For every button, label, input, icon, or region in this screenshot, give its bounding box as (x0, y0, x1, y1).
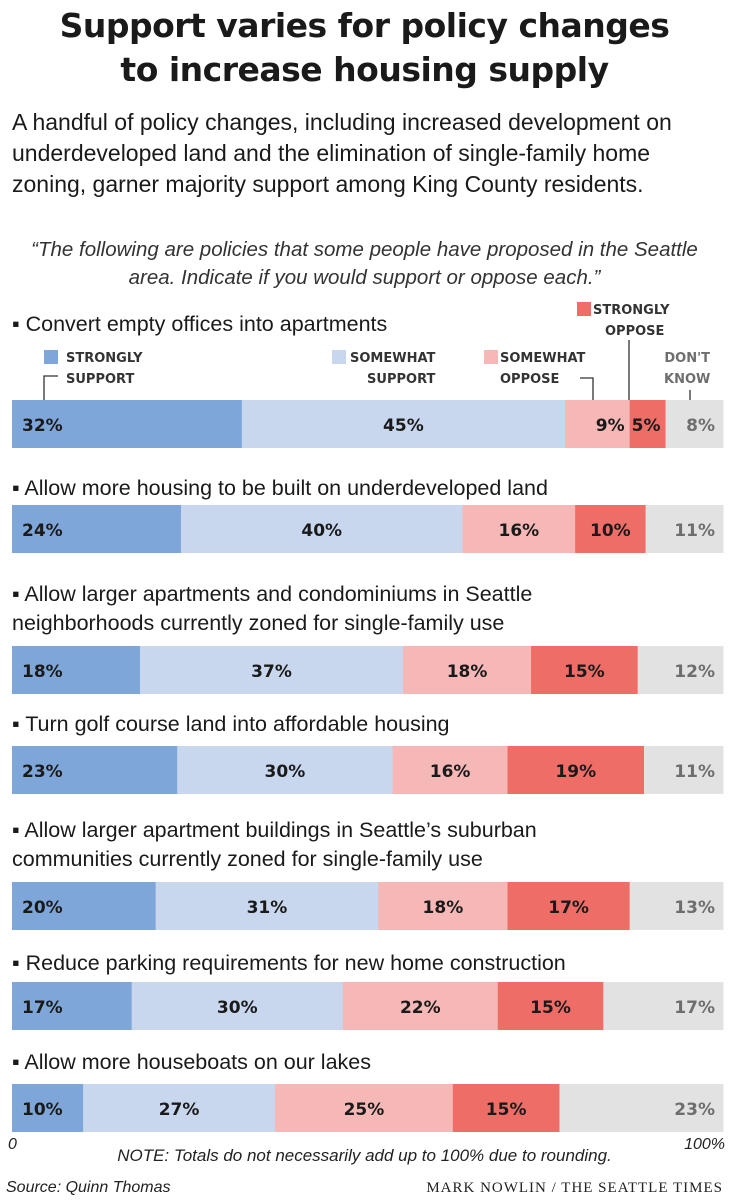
data-label-somewhat-oppose: 9% (596, 416, 625, 436)
survey-question: “The following are policies that some pe… (31, 238, 698, 289)
x-axis-max-label: 100% (684, 1136, 725, 1153)
data-label-somewhat-oppose: 22% (400, 998, 441, 1018)
bar-somewhat-oppose (565, 400, 631, 448)
data-label-strongly-support: 17% (22, 998, 63, 1018)
data-label-somewhat-support: 30% (265, 762, 306, 782)
policy-label: ▪ Turn golf course land into affordable … (12, 712, 450, 736)
data-label-dont-know: 12% (674, 662, 715, 682)
data-label-somewhat-oppose: 18% (447, 662, 488, 682)
chart-title-line-2: to increase housing supply (120, 50, 609, 89)
source-line: Source: Quinn Thomas (6, 1179, 171, 1196)
chart-title: Support varies for policy changes to inc… (0, 4, 729, 92)
bar-strongly-oppose (575, 505, 647, 553)
chart-title-line-1: Support varies for policy changes (59, 6, 670, 45)
bar-somewhat-oppose (403, 646, 532, 694)
policy-label: ▪ Allow more houseboats on our lakes (12, 1050, 371, 1074)
bar-dont-know (637, 646, 724, 694)
bar-somewhat-support (131, 982, 344, 1030)
bar-somewhat-oppose (392, 746, 509, 794)
data-label-somewhat-support: 27% (159, 1100, 200, 1120)
policy-label: ▪ Convert empty offices into apartments (12, 312, 388, 336)
bar-strongly-oppose (452, 1084, 560, 1132)
bar-strongly-support (12, 646, 141, 694)
data-label-strongly-support: 18% (22, 662, 63, 682)
data-label-strongly-support: 23% (22, 762, 63, 782)
policy-label: ▪ Allow more housing to be built on unde… (12, 476, 548, 500)
bar-strongly-oppose (507, 746, 645, 794)
bar-strongly-support (12, 882, 157, 930)
bar-dont-know (644, 746, 724, 794)
data-label-strongly-support: 24% (22, 521, 63, 541)
legend-swatch-somewhat-support (332, 350, 346, 364)
bar-dont-know (559, 1084, 724, 1132)
policy-label: ▪ Allow larger apartment buildings in Se… (12, 818, 537, 871)
bar-strongly-support (12, 400, 243, 448)
legend-somewhat-oppose: SOMEWHAT OPPOSE (500, 351, 586, 387)
bar-somewhat-support (180, 505, 464, 553)
legend-swatch-somewhat-oppose (484, 350, 498, 364)
legend-dont-know: DON'T KNOW (664, 351, 711, 387)
bar-strongly-support (12, 1084, 84, 1132)
bar-somewhat-oppose (275, 1084, 454, 1132)
data-label-somewhat-support: 30% (217, 998, 258, 1018)
chart-subtitle: A handful of policy changes, including i… (12, 109, 672, 197)
bar-dont-know (629, 882, 724, 930)
policy-label: ▪ Reduce parking requirements for new ho… (12, 951, 566, 975)
bar-somewhat-support (139, 646, 404, 694)
data-label-strongly-oppose: 15% (564, 662, 605, 682)
bar-somewhat-support (155, 882, 379, 930)
bar-dont-know (603, 982, 724, 1030)
bar-somewhat-support (83, 1084, 276, 1132)
data-label-somewhat-support: 40% (301, 521, 342, 541)
data-label-somewhat-oppose: 16% (498, 521, 539, 541)
data-label-dont-know: 11% (674, 762, 715, 782)
data-label-somewhat-oppose: 16% (430, 762, 471, 782)
legend-swatch-strongly-support (44, 350, 58, 364)
bar-somewhat-support (177, 746, 394, 794)
policy-label: ▪ Allow larger apartments and condominiu… (12, 582, 533, 635)
bar-somewhat-oppose (378, 882, 509, 930)
bar-dont-know (665, 400, 724, 448)
data-label-somewhat-oppose: 25% (344, 1100, 385, 1120)
legend-leader-line (580, 377, 594, 400)
data-label-strongly-oppose: 19% (555, 762, 596, 782)
data-label-somewhat-support: 45% (383, 416, 424, 436)
data-label-dont-know: 11% (674, 521, 715, 541)
bar-strongly-support (12, 982, 133, 1030)
data-label-dont-know: 13% (674, 898, 715, 918)
data-label-strongly-support: 32% (22, 416, 63, 436)
data-label-strongly-oppose: 10% (590, 521, 631, 541)
data-label-somewhat-support: 37% (251, 662, 292, 682)
data-label-strongly-support: 20% (22, 898, 63, 918)
bar-somewhat-oppose (342, 982, 499, 1030)
bar-somewhat-support (241, 400, 566, 448)
legend-swatch-strongly-oppose (577, 302, 591, 316)
data-label-strongly-oppose: 17% (548, 898, 589, 918)
data-label-dont-know: 23% (674, 1100, 715, 1120)
data-label-strongly-oppose: 15% (530, 998, 571, 1018)
legend-strongly-support: STRONGLY SUPPORT (66, 351, 143, 387)
legend-leader-line (43, 375, 58, 400)
bar-dont-know (645, 505, 724, 553)
data-label-somewhat-support: 31% (247, 898, 288, 918)
bar-strongly-oppose (507, 882, 631, 930)
bar-strongly-oppose (497, 982, 604, 1030)
data-label-strongly-oppose: 5% (632, 416, 661, 436)
credit-line: MARK NOWLIN / THE SEATTLE TIMES (426, 1180, 723, 1196)
data-label-dont-know: 8% (686, 416, 715, 436)
data-label-somewhat-oppose: 18% (423, 898, 464, 918)
legend-somewhat-support: SOMEWHAT SUPPORT (350, 351, 436, 387)
bar-strongly-support (12, 746, 178, 794)
data-label-strongly-oppose: 15% (486, 1100, 527, 1120)
rounding-note: NOTE: Totals do not necessarily add up t… (117, 1146, 612, 1165)
legend-strongly-oppose: STRONGLY OPPOSE (593, 303, 670, 339)
bar-somewhat-oppose (462, 505, 576, 553)
bar-strongly-support (12, 505, 182, 553)
x-axis-min-label: 0 (8, 1136, 17, 1153)
bar-strongly-oppose (531, 646, 639, 694)
bar-strongly-oppose (629, 400, 667, 448)
data-label-strongly-support: 10% (22, 1100, 63, 1120)
data-label-dont-know: 17% (674, 998, 715, 1018)
